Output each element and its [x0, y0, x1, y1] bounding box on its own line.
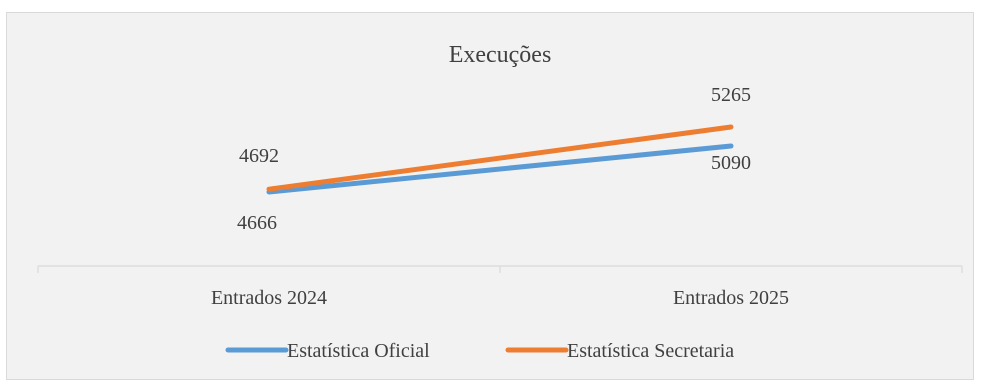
x-axis — [37, 265, 963, 273]
data-label: 4692 — [239, 145, 279, 167]
x-tick-label: Entrados 2024 — [211, 287, 327, 309]
data-labels: 4666 5090 4692 5265 — [237, 84, 751, 234]
data-label: 5265 — [711, 84, 751, 106]
chart-area — [6, 12, 974, 380]
x-tick-label: Entrados 2025 — [673, 287, 789, 309]
legend-label-oficial: Estatística Oficial — [287, 340, 430, 362]
x-tick-labels: Entrados 2024 Entrados 2025 — [211, 287, 789, 309]
series-line-oficial — [266, 143, 734, 195]
data-label: 4666 — [237, 212, 277, 234]
data-label: 5090 — [711, 152, 751, 174]
legend-label-secretaria: Estatística Secretaria — [567, 340, 734, 362]
legend-item-secretaria: Estatística Secretaria — [505, 340, 734, 362]
legend-item-oficial: Estatística Oficial — [225, 340, 430, 362]
chart-title: Execuções — [449, 42, 552, 68]
series-lines — [266, 124, 734, 195]
legend: Estatística Oficial Estatística Secretar… — [225, 340, 734, 362]
series-line-secretaria — [266, 124, 734, 192]
